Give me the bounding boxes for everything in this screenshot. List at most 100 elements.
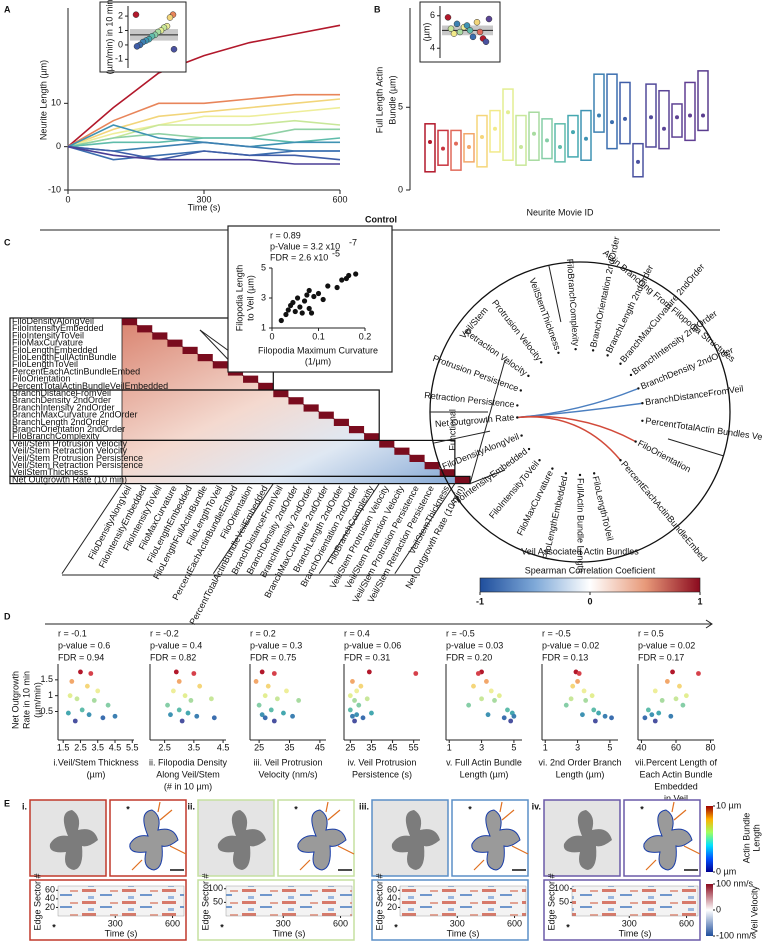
- scatter-point: [670, 669, 675, 675]
- heatmap-diagonal: [122, 318, 138, 326]
- box-median: [675, 115, 679, 120]
- asterisk: *: [566, 922, 570, 932]
- heatmap-diagonal: [243, 375, 259, 383]
- neurite-line: [67, 24, 341, 148]
- neurite-line: [67, 93, 340, 148]
- scatter-point: [294, 295, 301, 301]
- asterisk: *: [294, 804, 298, 814]
- scatter-point: [306, 287, 312, 294]
- x-tick-label: 2.5: [158, 742, 171, 752]
- node-dot: [516, 416, 519, 419]
- box-median: [441, 146, 445, 151]
- scatter-point: [492, 698, 497, 703]
- cell-shape: [471, 809, 521, 871]
- y-tick-label: 1: [48, 690, 53, 700]
- y-tick-label: 100: [554, 883, 569, 893]
- scatter-point: [72, 718, 78, 724]
- scatter-point: [299, 310, 305, 316]
- scatter-point: [369, 710, 374, 716]
- x-tick-label: 5: [607, 742, 612, 752]
- subplot-title: in Veil: [664, 793, 688, 803]
- stat: FDR = 0.31: [344, 652, 390, 662]
- scatter-point: [285, 307, 291, 313]
- scatter-point: [259, 712, 265, 718]
- stat: r = -0.5: [446, 628, 475, 638]
- scatter-point: [271, 718, 277, 724]
- scatter-point: [354, 688, 360, 694]
- heatmap-diagonal: [454, 476, 470, 484]
- box-median: [480, 135, 484, 140]
- stat: FDR = 2.6 x10: [270, 252, 328, 262]
- scatter-point: [292, 308, 298, 315]
- x-tick-label: 600: [333, 918, 348, 928]
- row-label: FiloIntensityToVeil: [12, 330, 84, 340]
- x-tick-label: 3: [575, 742, 580, 752]
- box: [632, 142, 644, 178]
- row-label: FiloLengthFullActinBundle: [12, 352, 117, 362]
- scatter-point: [194, 713, 200, 719]
- scatter-point: [91, 698, 97, 703]
- stat: p-Value = 3.2 x10: [270, 241, 340, 251]
- scatter-point: [281, 710, 286, 716]
- scatter-point: [356, 702, 362, 708]
- velocity-heatmap: [571, 885, 699, 917]
- scatter-point: [100, 715, 106, 721]
- neurite-line: [67, 141, 340, 152]
- colorbar-title: Spearman Correlation Coeficient: [525, 565, 656, 575]
- scatter-point: [271, 671, 277, 676]
- colorbar-tick-label: 10 µm: [716, 800, 741, 810]
- x-tick-label: 25: [254, 742, 264, 752]
- x-tick-label: 1: [543, 742, 548, 752]
- scatter-point: [297, 304, 303, 310]
- group-label: ii.: [187, 801, 195, 811]
- row-group: [9, 475, 471, 485]
- inset-point: [466, 27, 474, 34]
- colorbar: [479, 577, 701, 593]
- x-tick-label: 300: [196, 194, 211, 204]
- heatmap-diagonal: [348, 426, 365, 434]
- box-median: [610, 120, 614, 125]
- asterisk: *: [640, 804, 644, 814]
- colorbar: [706, 806, 713, 872]
- node-label: Net Outgrowth Rate: [435, 412, 515, 429]
- subplot-title: (# in 10 µm): [164, 781, 212, 791]
- box: [593, 73, 605, 133]
- y-axis-label: Edge Sector #: [374, 873, 384, 930]
- scatter-point: [176, 679, 182, 684]
- box: [580, 109, 592, 161]
- node-dot: [516, 404, 519, 407]
- node-dot: [637, 387, 640, 390]
- box: [515, 114, 527, 166]
- x-tick-label: 600: [679, 918, 694, 928]
- scatter-point: [511, 713, 517, 719]
- row-label: Net Outgrowth Rate (10 min): [12, 474, 127, 484]
- x-tick-label: 300: [276, 918, 291, 928]
- box: [541, 118, 553, 160]
- row-label: FiloDensityAlongVeil: [12, 316, 94, 326]
- actin-bundles: [131, 801, 187, 871]
- node-dot: [520, 434, 523, 437]
- y-tick-label: 60: [45, 885, 55, 895]
- y-tick-label: 10: [51, 98, 61, 108]
- inset-point: [450, 30, 458, 37]
- row-label: Veil/Stem Protrusion Velocity: [12, 438, 128, 448]
- subplot-title: Each Actin Bundle: [639, 769, 712, 779]
- scatter-point: [659, 698, 665, 703]
- box-median: [519, 144, 523, 149]
- node-dot: [557, 351, 560, 354]
- box: [424, 123, 436, 173]
- scatter-point: [649, 712, 655, 718]
- x-tick-label: 4.5: [217, 742, 230, 752]
- scatter-point: [352, 698, 357, 703]
- stat: r = 0.2: [250, 628, 276, 638]
- scatter-point: [256, 702, 262, 708]
- node-dot: [551, 467, 554, 470]
- row-label: FiloBranchComplexity: [12, 431, 100, 441]
- stat: r = 0.4: [344, 628, 370, 638]
- scatter-point: [413, 671, 419, 676]
- scatter-point: [352, 718, 357, 724]
- subplot-title: (µm): [87, 769, 106, 779]
- x-tick-label: 5: [511, 742, 516, 752]
- stat: FDR = 0.82: [150, 652, 196, 662]
